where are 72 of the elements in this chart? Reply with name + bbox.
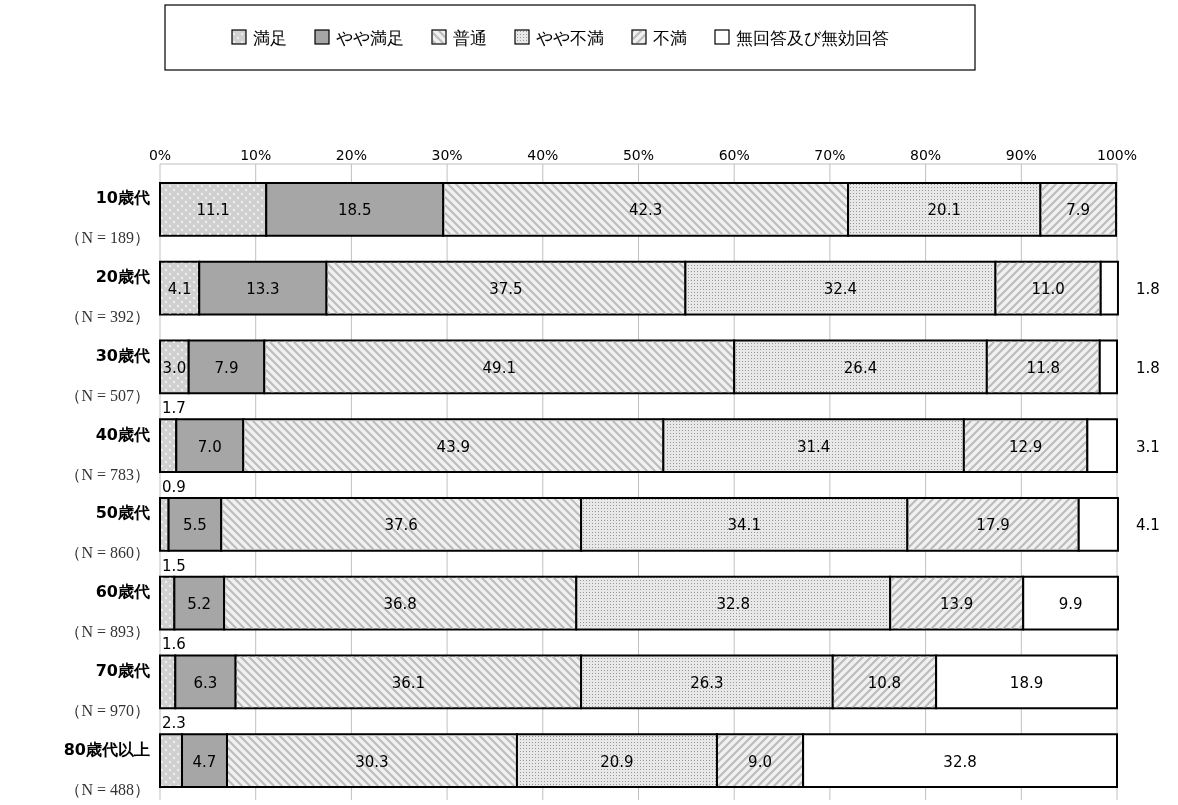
data-label: 37.6 bbox=[384, 516, 418, 535]
x-tick-label: 90% bbox=[1005, 147, 1037, 163]
data-label: 3.1 bbox=[1136, 437, 1160, 456]
data-label: 26.3 bbox=[690, 673, 724, 692]
data-label: 1.7 bbox=[162, 399, 186, 418]
data-label: 18.9 bbox=[1009, 673, 1044, 692]
x-tick-label: 100% bbox=[1096, 147, 1138, 163]
data-label: 9.9 bbox=[1058, 595, 1083, 614]
legend-label: 満足 bbox=[253, 28, 287, 48]
category-label: 60歳代（N = 893） bbox=[65, 582, 150, 641]
category-label: 20歳代（N = 392） bbox=[65, 267, 150, 326]
data-label: 6.3 bbox=[193, 673, 218, 692]
legend-label: やや満足 bbox=[336, 28, 404, 48]
data-label: 32.8 bbox=[943, 752, 977, 771]
legend-label: 無回答及び無効回答 bbox=[736, 28, 889, 48]
data-label: 36.8 bbox=[383, 595, 417, 614]
category-label: 30歳代（N = 507） bbox=[65, 345, 150, 404]
data-label: 7.9 bbox=[214, 358, 239, 377]
data-label: 3.0 bbox=[162, 358, 187, 377]
data-label: 37.5 bbox=[489, 280, 523, 299]
data-label: 30.3 bbox=[355, 752, 389, 771]
data-label: 31.4 bbox=[796, 437, 831, 456]
data-label: 32.4 bbox=[823, 280, 858, 299]
data-label: 49.1 bbox=[482, 358, 516, 377]
data-label: 34.1 bbox=[727, 516, 761, 535]
data-label: 1.6 bbox=[162, 635, 186, 654]
data-label: 7.0 bbox=[197, 437, 222, 456]
data-label: 17.9 bbox=[976, 516, 1010, 535]
data-label: 13.3 bbox=[246, 280, 280, 299]
data-label: 4.1 bbox=[1136, 516, 1160, 535]
data-label: 11.8 bbox=[1026, 358, 1061, 377]
data-label: 1.5 bbox=[162, 556, 186, 575]
data-label: 11.1 bbox=[196, 201, 230, 220]
data-label: 10.8 bbox=[867, 673, 902, 692]
data-label: 12.9 bbox=[1008, 437, 1043, 456]
x-tick-label: 60% bbox=[718, 147, 750, 163]
data-label: 43.9 bbox=[436, 437, 471, 456]
x-tick-label: 50% bbox=[622, 147, 655, 163]
data-label: 4.7 bbox=[192, 752, 217, 771]
x-tick-label: 30% bbox=[431, 147, 463, 163]
data-label: 5.2 bbox=[187, 595, 212, 614]
data-label: 32.8 bbox=[716, 595, 750, 614]
legend-label: やや不満 bbox=[536, 28, 604, 48]
category-label: 80歳代以上（N = 488） bbox=[63, 739, 150, 798]
category-label: 10歳代（N = 189） bbox=[65, 188, 150, 247]
data-label: 1.8 bbox=[1136, 280, 1160, 299]
legend-label: 普通 bbox=[453, 28, 487, 48]
data-label: 1.8 bbox=[1136, 358, 1160, 377]
data-label: 7.9 bbox=[1066, 201, 1091, 220]
data-label: 4.1 bbox=[167, 280, 192, 299]
x-tick-label: 0% bbox=[148, 147, 172, 163]
data-label: 20.9 bbox=[600, 752, 634, 771]
data-label: 11.0 bbox=[1031, 280, 1065, 299]
x-tick-label: 10% bbox=[240, 147, 272, 163]
category-label: 40歳代（N = 783） bbox=[65, 424, 150, 483]
x-tick-label: 70% bbox=[814, 147, 846, 163]
data-label: 9.0 bbox=[748, 752, 772, 771]
data-label: 0.9 bbox=[162, 477, 186, 496]
legend-label: 不満 bbox=[653, 28, 687, 48]
data-label: 2.3 bbox=[162, 714, 186, 733]
data-label: 36.1 bbox=[391, 673, 426, 692]
data-label: 20.1 bbox=[927, 201, 961, 220]
x-tick-label: 40% bbox=[527, 147, 559, 163]
data-label: 18.5 bbox=[338, 201, 372, 220]
data-label: 5.5 bbox=[183, 516, 207, 535]
x-tick-label: 20% bbox=[335, 147, 367, 163]
x-tick-label: 80% bbox=[910, 147, 942, 163]
data-label: 13.9 bbox=[940, 595, 974, 614]
category-label: 70歳代（N = 970） bbox=[65, 660, 150, 719]
category-label: 50歳代（N = 860） bbox=[65, 503, 150, 562]
data-label: 26.4 bbox=[843, 358, 878, 377]
data-label: 42.3 bbox=[628, 201, 663, 220]
